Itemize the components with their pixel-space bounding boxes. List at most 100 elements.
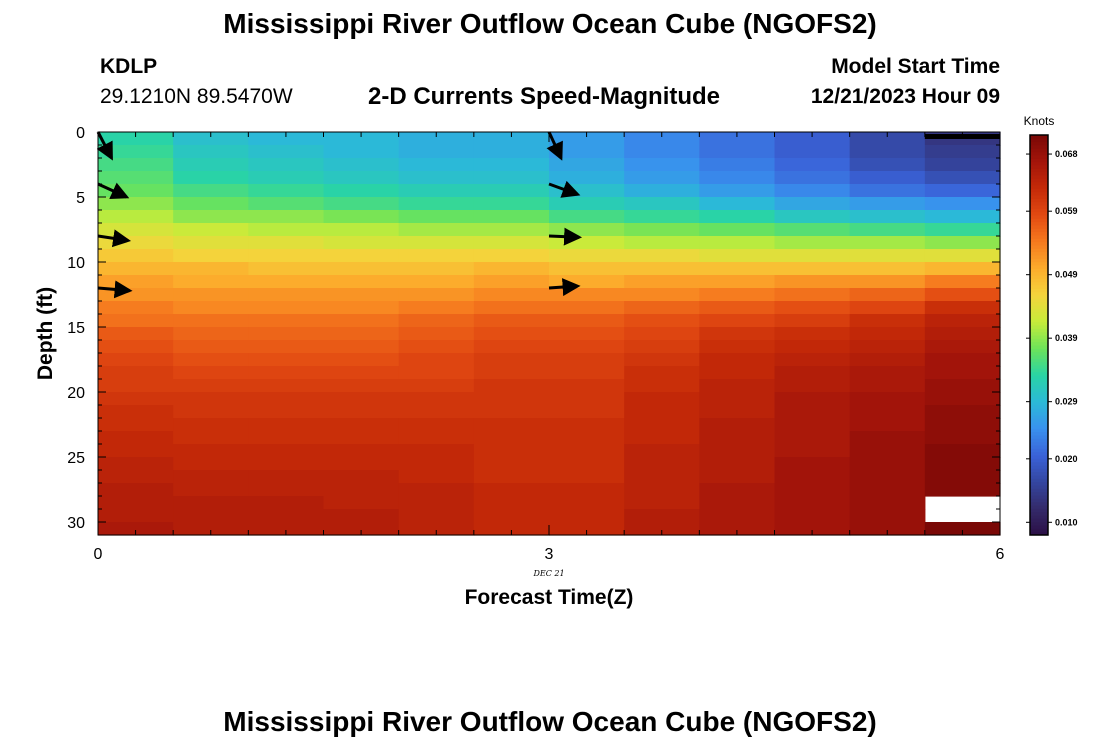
heatmap-cell	[98, 249, 174, 263]
heatmap-cell	[473, 223, 550, 237]
heatmap-cell	[248, 158, 325, 172]
x-axis-label: Forecast Time(Z)	[465, 586, 634, 609]
heatmap-cell	[624, 288, 700, 302]
colorbar-band	[1030, 498, 1048, 503]
colorbar-band	[1030, 235, 1048, 239]
heatmap-cell	[173, 158, 249, 172]
heatmap-cell	[173, 197, 249, 211]
heatmap-cell	[98, 431, 174, 445]
current-vector-arrow	[97, 182, 130, 199]
colorbar-band	[1030, 345, 1048, 349]
heatmap-cell	[323, 236, 400, 250]
heatmap-cell	[398, 249, 475, 263]
heatmap-cell	[248, 171, 325, 185]
heatmap-cell	[248, 379, 325, 393]
heatmap-cell	[624, 457, 700, 471]
heatmap-cell	[398, 457, 475, 471]
heatmap-cell	[323, 132, 400, 146]
heatmap-cell	[248, 132, 325, 146]
colorbar-band	[1030, 155, 1048, 159]
colorbar-band	[1030, 348, 1048, 353]
heatmap-cell	[849, 405, 926, 419]
heatmap-cell	[699, 288, 776, 302]
heatmap-cell	[774, 444, 851, 458]
heatmap-cell	[624, 171, 700, 185]
heatmap-cell	[398, 314, 475, 328]
heatmap-cell	[774, 405, 851, 419]
y-tick-label: 5	[76, 190, 85, 207]
heatmap-cell	[98, 470, 174, 484]
heatmap-cell	[98, 132, 174, 146]
heatmap-cell	[323, 457, 400, 471]
heatmap-cell	[699, 262, 776, 276]
colorbar-band	[1030, 295, 1048, 299]
heatmap-cell	[849, 223, 926, 237]
heatmap-cell	[248, 353, 325, 367]
colorbar-band	[1030, 285, 1048, 289]
heatmap-cell	[323, 288, 400, 302]
colorbar-band	[1030, 451, 1048, 456]
heatmap-cell	[624, 522, 700, 536]
heatmap-cell	[849, 197, 926, 211]
y-axis-label: Depth (ft)	[34, 287, 57, 380]
heatmap-cell	[473, 184, 550, 198]
colorbar-band	[1030, 305, 1048, 309]
chart-title: Mississippi River Outflow Ocean Cube (NG…	[223, 8, 877, 39]
heatmap-cell	[173, 262, 249, 276]
heatmap-cell	[549, 405, 625, 419]
heatmap-cell	[549, 327, 625, 341]
heatmap-cell	[398, 418, 475, 432]
colorbar-band	[1030, 515, 1048, 519]
heatmap-cell	[624, 327, 700, 341]
heatmap-cell	[98, 171, 174, 185]
heatmap-cell	[173, 457, 249, 471]
heatmap-cell	[699, 392, 776, 406]
colorbar-band	[1030, 175, 1048, 179]
heatmap-cell	[924, 444, 1001, 458]
heatmap-cell	[398, 132, 475, 146]
heatmap-cell	[549, 470, 625, 484]
heatmap-cell	[173, 483, 249, 497]
x-tick-label: 3	[545, 546, 554, 563]
heatmap-cell	[549, 314, 625, 328]
heatmap-cell	[549, 522, 625, 536]
colorbar-band	[1030, 428, 1048, 433]
heatmap-cell	[699, 522, 776, 536]
colorbar-band	[1030, 461, 1048, 466]
heatmap-cell	[323, 301, 400, 315]
heatmap-cell	[173, 444, 249, 458]
heatmap-cell	[774, 509, 851, 523]
heatmap-cell	[248, 457, 325, 471]
colorbar-band	[1030, 261, 1048, 266]
colorbar-band	[1030, 311, 1048, 316]
y-tick-label: 30	[67, 515, 85, 532]
heatmap-cell	[323, 483, 400, 497]
heatmap-cell	[849, 496, 926, 510]
colorbar-band	[1030, 408, 1048, 413]
heatmap-cell	[323, 405, 400, 419]
heatmap-cell	[624, 184, 700, 198]
heatmap-cell	[774, 353, 851, 367]
colorbar-band	[1030, 325, 1048, 329]
heatmap-cell	[98, 262, 174, 276]
heatmap-cell	[398, 327, 475, 341]
heatmap-cell	[248, 275, 325, 289]
colorbar-band	[1030, 198, 1048, 203]
heatmap-cell	[173, 522, 249, 536]
heatmap-cell	[774, 340, 851, 354]
colorbar-band	[1030, 158, 1048, 163]
colorbar-band	[1030, 425, 1048, 429]
heatmap-cell	[924, 366, 1001, 380]
colorbar-band	[1030, 491, 1048, 496]
colorbar-tick-label: 0.039	[1055, 333, 1078, 343]
heatmap-cell	[699, 340, 776, 354]
heatmap-cell	[473, 392, 550, 406]
heatmap-cell	[849, 457, 926, 471]
heatmap-cell	[849, 509, 926, 523]
heatmap-cell	[248, 197, 325, 211]
colorbar-band	[1030, 208, 1048, 213]
heatmap-cell	[699, 132, 776, 146]
colorbar-band	[1030, 201, 1048, 206]
heatmap-cell	[624, 132, 700, 146]
heatmap-cell	[699, 171, 776, 185]
